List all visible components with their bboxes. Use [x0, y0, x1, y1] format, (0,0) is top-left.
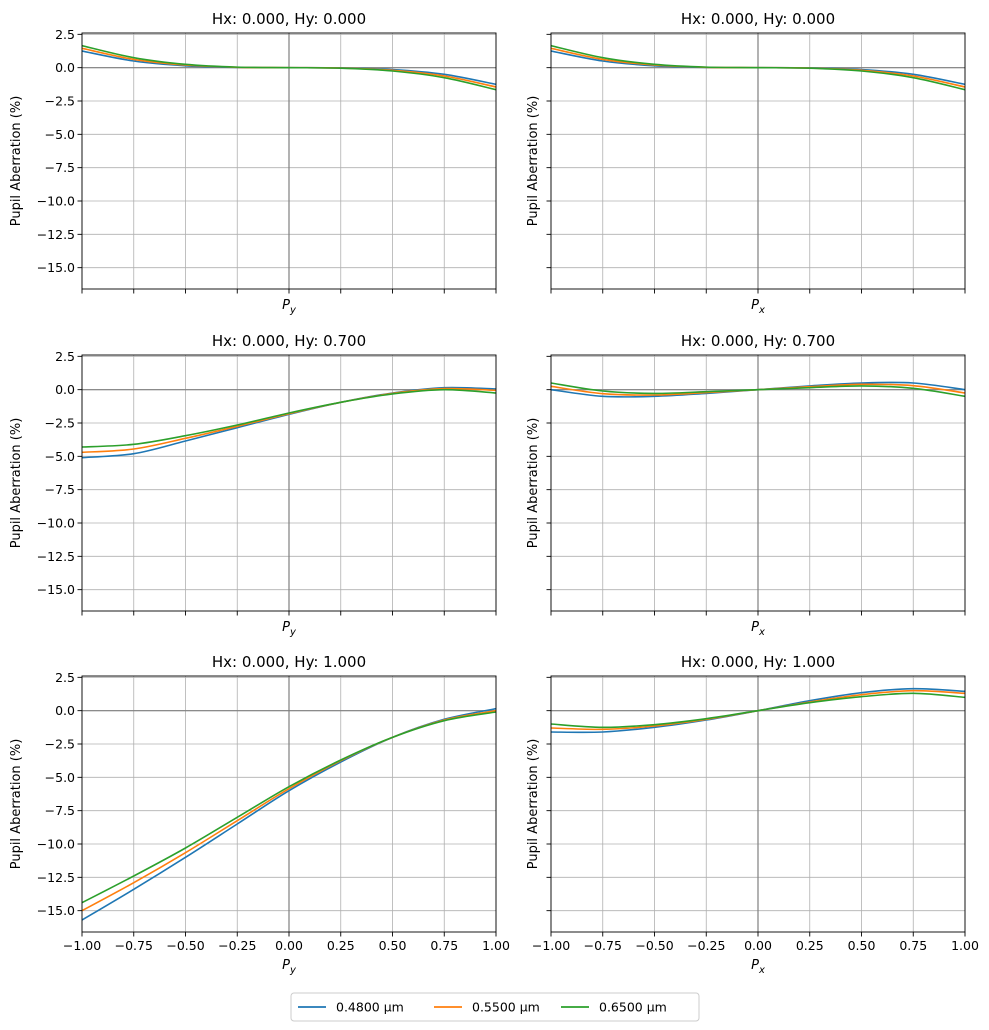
x-tick-label: −1.00	[532, 938, 570, 953]
y-axis-label: Pupil Aberration (%)	[9, 739, 24, 870]
subplot-title: Hx: 0.000, Hy: 0.700	[681, 332, 835, 350]
x-tick-label: 0.00	[744, 938, 772, 953]
y-tick-label: −7.5	[45, 160, 75, 175]
subplot-title: Hx: 0.000, Hy: 1.000	[212, 653, 366, 671]
x-tick-label: 1.00	[951, 938, 979, 953]
subplot-title: Hx: 0.000, Hy: 1.000	[681, 653, 835, 671]
y-tick-label: −10.0	[37, 194, 75, 209]
subplot-6: −1.00 −0.75 −0.50 −0.25 0.00 0.25 0.50 0.75 1.00…	[526, 653, 979, 976]
series-line-3	[82, 388, 496, 448]
y-tick-label: 0.0	[55, 382, 75, 397]
x-tick-label: −0.25	[687, 938, 725, 953]
x-tick-label: 0.25	[796, 938, 824, 953]
y-tick-label: −7.5	[45, 482, 75, 497]
y-tick-label: −15.0	[37, 903, 75, 918]
x-tick-label: 0.75	[899, 938, 927, 953]
y-tick-label: −10.0	[37, 516, 75, 531]
x-tick-label: 0.25	[327, 938, 355, 953]
series-line-3	[551, 44, 965, 91]
legend-frame	[290, 992, 700, 1022]
x-tick-label: 0.50	[848, 938, 876, 953]
subplot-2: Hx: 0.000, Hy: 0.000 Px Pupil Aberration (…	[526, 10, 966, 316]
legend-entry: 0.4800 µm	[298, 1000, 404, 1015]
subplot-4: Hx: 0.000, Hy: 0.700 Px Pupil Aberration (…	[526, 332, 966, 638]
series-line-3	[82, 44, 496, 91]
y-tick-label: 0.0	[55, 703, 75, 718]
y-tick-label: −7.5	[45, 803, 75, 818]
legend-label: 0.4800 µm	[336, 1000, 404, 1015]
y-tick-label: −12.5	[37, 227, 75, 242]
subplot-title: Hx: 0.000, Hy: 0.000	[212, 10, 366, 28]
x-axis-label: Px	[751, 298, 765, 316]
x-axis-label: Px	[751, 620, 765, 638]
x-axis-label: Py	[282, 298, 297, 316]
y-tick-label: −5.0	[45, 127, 75, 142]
subplot-grid: 2.5 0.0 −2.5 −5.0 −7.5 −10.0 −12.5 −15.0 Hx: 0.0…	[9, 10, 979, 976]
series-line-3	[551, 382, 965, 398]
y-tick-label: 2.5	[55, 670, 75, 685]
y-axis-label: Pupil Aberration (%)	[526, 418, 541, 549]
x-tick-label: 0.75	[430, 938, 458, 953]
x-axis-label: Py	[282, 620, 297, 638]
y-tick-label: 2.5	[55, 349, 75, 364]
x-tick-label: 0.50	[379, 938, 407, 953]
y-tick-label: 2.5	[55, 27, 75, 42]
y-tick-label: −2.5	[45, 94, 75, 109]
subplot-1: 2.5 0.0 −2.5 −5.0 −7.5 −10.0 −12.5 −15.0 Hx: 0.0…	[9, 10, 497, 316]
y-tick-label: −5.0	[45, 770, 75, 785]
x-tick-label: −0.75	[584, 938, 622, 953]
x-tick-label: −0.50	[635, 938, 673, 953]
y-tick-label: −5.0	[45, 449, 75, 464]
y-tick-label: −2.5	[45, 737, 75, 752]
x-tick-label: −1.00	[63, 938, 101, 953]
y-tick-label: −12.5	[37, 549, 75, 564]
y-tick-label: −2.5	[45, 416, 75, 431]
series-line-3	[551, 692, 965, 729]
legend-label: 0.5500 µm	[472, 1000, 540, 1015]
subplot-3: 2.5 0.0 −2.5 −5.0 −7.5 −10.0 −12.5 −15.0 Hx: 0.0…	[9, 332, 497, 638]
subplot-title: Hx: 0.000, Hy: 0.700	[212, 332, 366, 350]
y-tick-label: −15.0	[37, 260, 75, 275]
y-axis-label: Pupil Aberration (%)	[526, 739, 541, 870]
x-axis-label: Px	[751, 958, 765, 976]
x-axis-label: Py	[282, 958, 297, 976]
y-axis-label: Pupil Aberration (%)	[526, 96, 541, 227]
y-axis-label: Pupil Aberration (%)	[9, 418, 24, 549]
y-tick-label: −12.5	[37, 870, 75, 885]
x-tick-label: 1.00	[482, 938, 510, 953]
legend-label: 0.6500 µm	[599, 1000, 667, 1015]
x-tick-label: −0.75	[115, 938, 153, 953]
series-line-3	[82, 711, 496, 904]
y-tick-label: −10.0	[37, 837, 75, 852]
y-axis-label: Pupil Aberration (%)	[9, 96, 24, 227]
x-tick-label: 0.00	[275, 938, 303, 953]
x-tick-label: −0.50	[166, 938, 204, 953]
y-tick-label: −15.0	[37, 582, 75, 597]
subplot-5: −1.00 −0.75 −0.50 −0.25 0.00 0.25 0.50 0.75 1.00…	[9, 653, 510, 976]
legend-entry: 0.5500 µm	[434, 1000, 540, 1015]
legend-entry: 0.6500 µm	[561, 1000, 667, 1015]
subplot-title: Hx: 0.000, Hy: 0.000	[681, 10, 835, 28]
x-tick-label: −0.25	[218, 938, 256, 953]
y-tick-label: 0.0	[55, 60, 75, 75]
legend: 0.4800 µm 0.5500 µm 0.6500 µm	[290, 992, 700, 1022]
